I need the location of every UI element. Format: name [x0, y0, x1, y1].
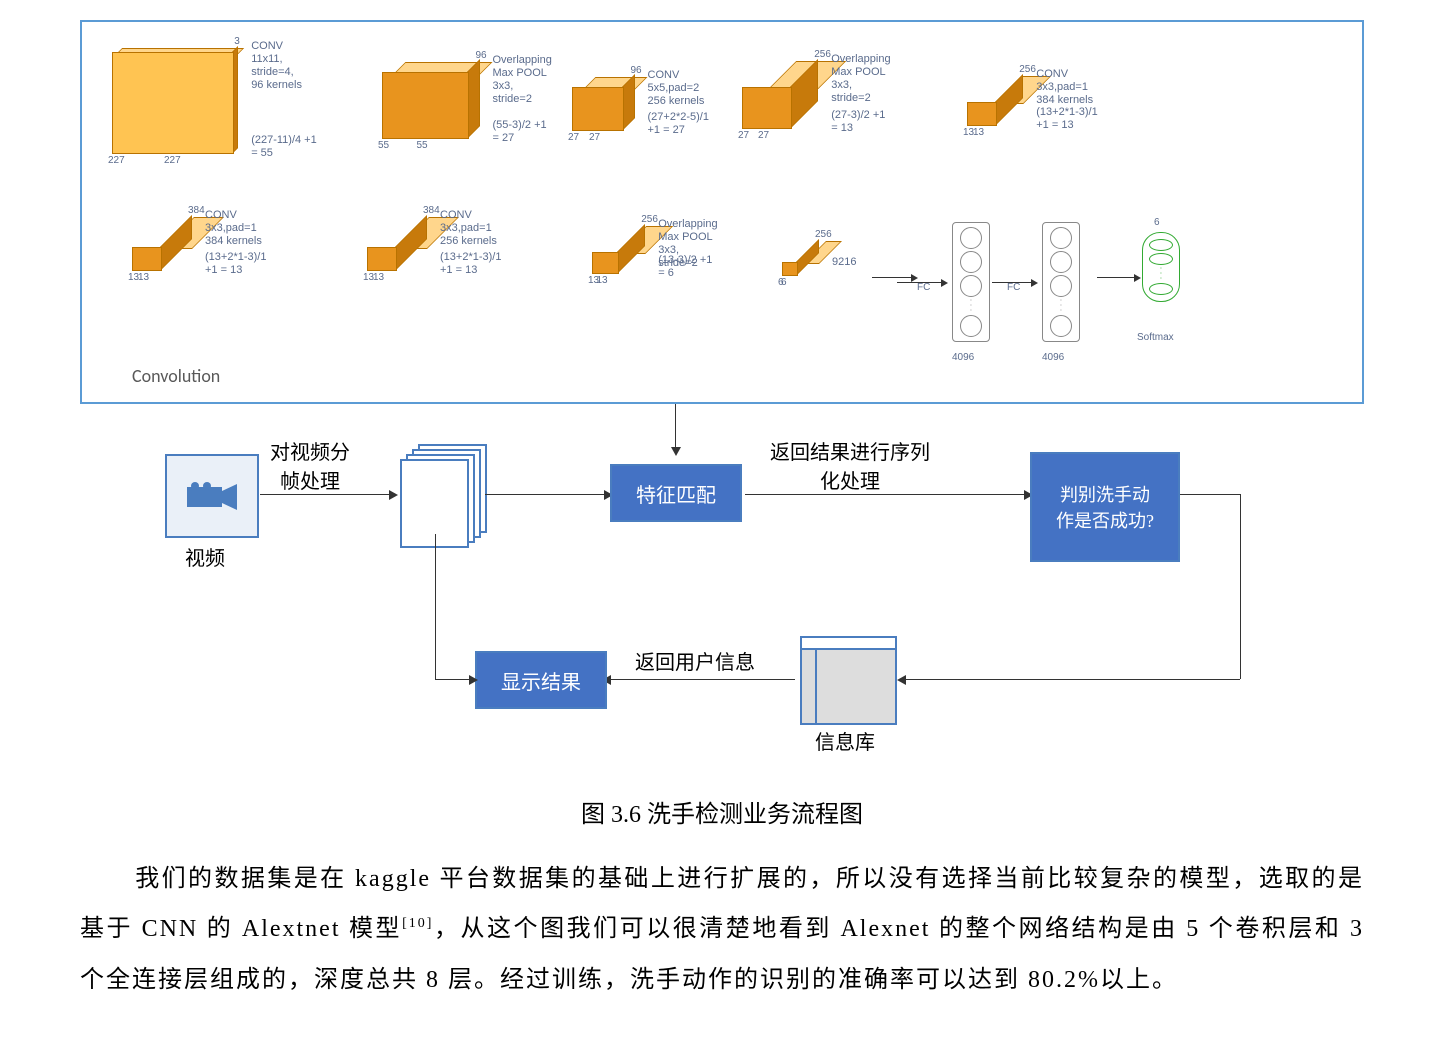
- video-label: 视频: [185, 542, 225, 571]
- edge-frames: 对视频分 帧处理: [270, 436, 350, 494]
- frames-stack-icon: [400, 444, 480, 539]
- edge-serialize: 返回结果进行序列 化处理: [770, 436, 930, 494]
- edge-return: 返回用户信息: [635, 646, 755, 675]
- convolution-label: Convolution: [132, 365, 220, 387]
- result-node: 显示结果: [475, 651, 607, 709]
- fc-layer: ···: [1042, 222, 1080, 342]
- softmax-layer: ···: [1142, 232, 1180, 302]
- figure-caption: 图 3.6 洗手检测业务流程图: [80, 794, 1364, 829]
- database-icon: [800, 636, 895, 721]
- flowchart: 视频 对视频分 帧处理 特征匹配 返回结果进行序列 化处理 判别洗手动 作是否成…: [80, 414, 1364, 764]
- judge-node: 判别洗手动 作是否成功?: [1030, 452, 1180, 562]
- video-icon: [165, 454, 259, 538]
- feature-match-node: 特征匹配: [610, 464, 742, 522]
- body-paragraph: 我们的数据集是在 kaggle 平台数据集的基础上进行扩展的，所以没有选择当前比…: [80, 854, 1364, 1005]
- db-label: 信息库: [815, 726, 875, 755]
- alexnet-diagram: 227 227 3 CONV 11x11, stride=4, 96 kerne…: [80, 20, 1364, 404]
- citation: [10]: [402, 916, 433, 931]
- fc-layer: ···: [952, 222, 990, 342]
